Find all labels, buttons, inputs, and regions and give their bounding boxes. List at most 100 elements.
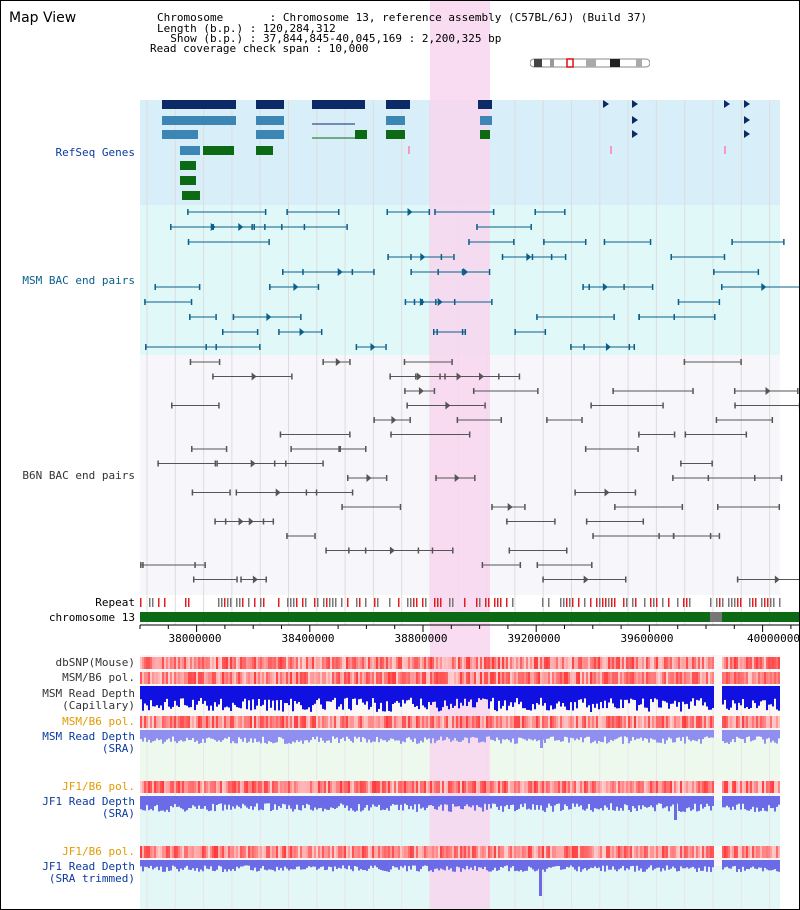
heat-bar-cell <box>590 657 592 669</box>
heat-bar-cell <box>742 846 744 858</box>
heat-bar-cell <box>598 672 600 684</box>
repeat-mark <box>389 598 391 607</box>
axis-tick-label: 40000000 <box>747 632 800 645</box>
heat-bar-cell <box>730 846 732 858</box>
heat-bar-cell <box>322 846 324 858</box>
b6n-bac-label[interactable]: B6N BAC end pairs <box>22 469 135 482</box>
read-depth-bar <box>482 860 484 870</box>
heat-bar-cell <box>140 672 142 684</box>
read-depth-bar <box>644 860 646 872</box>
read-depth-bar <box>184 796 186 812</box>
read-depth-bar <box>664 796 666 808</box>
read-depth-bar <box>446 796 448 805</box>
heat-bar-cell <box>446 846 448 858</box>
msm-bac-pair <box>714 314 716 320</box>
repeat-mark <box>476 598 478 607</box>
read-depth-bar <box>572 860 574 868</box>
heat-bar-cell <box>648 657 650 669</box>
heat-bar-cell <box>240 672 242 684</box>
read-depth-bar <box>506 730 508 739</box>
read-depth-bar <box>674 860 676 869</box>
read-depth-bar <box>174 730 176 742</box>
heat-bar-cell <box>460 672 462 684</box>
jf1-read-depth-trimmed-label[interactable]: JF1 Read Depth <box>42 860 135 873</box>
read-depth-bar <box>294 730 296 743</box>
heat-bar-cell <box>542 716 544 728</box>
heat-bar-cell <box>390 781 392 793</box>
read-depth-bar <box>620 860 622 869</box>
read-depth-bar <box>368 860 370 869</box>
repeat-mark <box>410 598 412 607</box>
read-depth-bar <box>688 686 690 709</box>
heat-bar-cell <box>572 716 574 728</box>
jf1-b6-pol-label[interactable]: JF1/B6 pol. <box>62 780 135 793</box>
b6n-bac-pair <box>765 387 771 395</box>
heat-bar-cell <box>356 846 358 858</box>
read-depth-bar <box>426 686 428 710</box>
repeat-mark <box>749 598 751 607</box>
heat-bar-cell <box>502 846 504 858</box>
heat-bar-cell <box>478 846 480 858</box>
heat-bar-cell <box>428 846 430 858</box>
read-depth-bar <box>626 686 628 700</box>
read-depth-bar <box>520 796 522 805</box>
read-depth-bar <box>348 860 350 866</box>
msm-bac-pair <box>266 313 272 321</box>
heat-bar-cell <box>734 672 736 684</box>
heat-bar-cell <box>322 716 324 728</box>
read-depth-bar <box>320 686 322 705</box>
chromosome-ideogram[interactable] <box>529 53 651 68</box>
read-depth-bar <box>666 686 668 703</box>
heat-bar-cell <box>336 672 338 684</box>
read-depth-bar <box>274 796 276 805</box>
msm-bac-label[interactable]: MSM BAC end pairs <box>22 274 135 287</box>
msm-b6-pol-label-2[interactable]: MSM/B6 pol. <box>62 715 135 728</box>
jf1-read-depth-sra-label[interactable]: JF1 Read Depth <box>42 795 135 808</box>
msm-read-depth-capillary-label[interactable]: MSM Read Depth <box>42 687 135 700</box>
heat-bar-cell <box>530 781 532 793</box>
heat-bar-cell <box>648 846 650 858</box>
read-depth-bar <box>466 730 468 738</box>
heat-bar-cell <box>222 781 224 793</box>
heat-bar-cell <box>294 846 296 858</box>
heat-bar-cell <box>588 781 590 793</box>
dbsnp-label[interactable]: dbSNP(Mouse) <box>55 656 135 669</box>
read-depth-bar <box>346 686 348 698</box>
heat-bar-cell <box>496 781 498 793</box>
read-depth-bar <box>648 860 650 868</box>
read-depth-bar <box>524 686 526 709</box>
heat-bar-cell <box>250 657 252 669</box>
heat-bar-cell <box>404 781 406 793</box>
refseq-genes-label[interactable]: RefSeq Genes <box>55 146 135 159</box>
jf1-b6-pol-label-2[interactable]: JF1/B6 pol. <box>62 845 135 858</box>
heat-bar-cell <box>282 781 284 793</box>
read-depth-bar <box>536 686 538 703</box>
read-depth-bar <box>688 730 690 740</box>
read-depth-bar <box>746 730 748 738</box>
read-depth-bar <box>272 686 274 701</box>
read-depth-bar <box>234 796 236 809</box>
read-depth-bar <box>546 686 548 711</box>
read-depth-bar <box>162 730 164 744</box>
read-depth-bar <box>744 730 746 743</box>
read-depth-bar <box>470 730 472 738</box>
heat-bar-cell <box>662 716 664 728</box>
heat-bar-cell <box>378 716 380 728</box>
heat-bar-cell <box>202 846 204 858</box>
heat-bar-cell <box>238 657 240 669</box>
read-depth-bar <box>762 686 764 701</box>
msm-read-depth-sra-label[interactable]: MSM Read Depth <box>42 730 135 743</box>
heat-bar-cell <box>712 672 714 684</box>
heat-bar-cell <box>456 716 458 728</box>
read-depth-bar <box>762 860 764 872</box>
read-depth-bar <box>596 730 598 744</box>
read-depth-bar <box>524 860 526 871</box>
heat-bar-cell <box>418 781 420 793</box>
heat-bar-cell <box>578 781 580 793</box>
msm-b6-pol-label[interactable]: MSM/B6 pol. <box>62 671 135 684</box>
heat-bar-cell <box>534 672 536 684</box>
read-depth-bar <box>668 860 670 870</box>
read-depth-bar <box>690 860 692 868</box>
read-depth-bar <box>302 860 304 870</box>
read-depth-bar <box>292 860 294 870</box>
